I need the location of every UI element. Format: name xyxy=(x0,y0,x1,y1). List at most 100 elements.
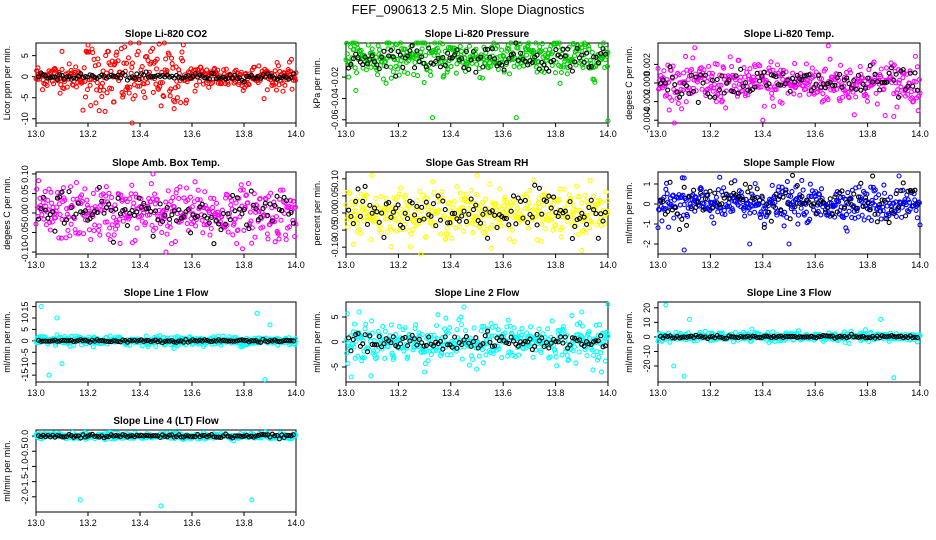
reference-point xyxy=(197,72,203,78)
data-point xyxy=(153,225,159,231)
data-point xyxy=(183,100,189,106)
reference-point xyxy=(204,215,210,221)
reference-point xyxy=(804,334,810,340)
data-point xyxy=(508,202,515,208)
reference-point xyxy=(255,339,261,345)
reference-point xyxy=(879,197,885,203)
data-point xyxy=(137,83,143,89)
reference-point xyxy=(47,338,53,344)
x-tick-label: 14.0 xyxy=(287,388,305,398)
reference-point xyxy=(260,205,266,212)
data-point xyxy=(813,69,819,75)
data-point xyxy=(422,361,429,367)
data-point xyxy=(857,63,863,70)
data-point xyxy=(238,69,244,75)
data-point xyxy=(273,204,279,210)
reference-point xyxy=(567,199,573,205)
reference-point xyxy=(886,333,892,339)
data-point xyxy=(290,217,296,223)
x-tick-label: 13.4 xyxy=(131,129,149,139)
data-point xyxy=(371,348,377,354)
reference-point xyxy=(477,220,484,226)
data-point xyxy=(86,227,92,233)
data-point xyxy=(717,93,723,100)
reference-point xyxy=(485,328,491,334)
reference-point xyxy=(593,338,599,344)
reference-point xyxy=(778,82,784,88)
reference-point xyxy=(510,51,517,57)
reference-point xyxy=(731,89,737,95)
data-point xyxy=(559,352,565,358)
reference-point xyxy=(806,72,812,78)
data-point xyxy=(240,187,246,193)
data-point xyxy=(534,237,540,243)
data-point xyxy=(482,61,488,67)
data-point xyxy=(120,197,126,203)
x-tick-label: 13.0 xyxy=(649,388,667,398)
data-point xyxy=(288,56,294,63)
reference-point xyxy=(492,343,498,349)
reference-point xyxy=(860,81,866,87)
data-point xyxy=(882,112,888,119)
reference-point xyxy=(390,334,396,340)
data-point xyxy=(223,66,229,72)
data-point xyxy=(292,204,298,210)
reference-point xyxy=(740,197,746,203)
plot-frame xyxy=(657,301,921,383)
data-point xyxy=(896,80,902,86)
data-point xyxy=(603,45,609,51)
data-point xyxy=(806,193,812,199)
reference-point xyxy=(794,72,800,78)
reference-point xyxy=(395,48,401,55)
reference-point xyxy=(733,334,739,340)
data-point xyxy=(813,189,819,195)
data-point xyxy=(670,63,676,69)
data-point xyxy=(460,228,467,234)
data-point xyxy=(533,40,539,46)
data-point xyxy=(264,68,270,74)
data-point xyxy=(489,333,495,339)
data-point xyxy=(853,94,859,100)
data-point xyxy=(382,355,388,361)
data-point xyxy=(780,212,786,218)
data-point xyxy=(487,225,494,231)
data-point xyxy=(459,322,465,328)
x-tick-label: 13.8 xyxy=(859,388,877,398)
data-point xyxy=(174,78,180,84)
data-point xyxy=(355,220,361,227)
reference-point xyxy=(435,193,441,199)
reference-point xyxy=(419,204,425,210)
reference-point xyxy=(789,75,796,81)
data-point xyxy=(722,73,728,79)
data-point xyxy=(745,92,751,98)
reference-point xyxy=(742,181,748,187)
data-point xyxy=(79,192,85,198)
reference-point xyxy=(683,83,690,89)
reference-point xyxy=(57,194,63,200)
reference-point xyxy=(230,192,236,199)
x-tick-label: 14.0 xyxy=(599,129,617,139)
reference-point xyxy=(364,349,371,355)
reference-point xyxy=(586,64,592,70)
data-point xyxy=(531,49,537,55)
data-point xyxy=(111,232,117,238)
reference-point xyxy=(884,79,890,85)
data-point xyxy=(82,186,88,192)
reference-point xyxy=(820,199,826,205)
data-point xyxy=(107,237,113,243)
data-point xyxy=(446,200,452,206)
data-point xyxy=(363,321,369,327)
reference-point xyxy=(782,333,789,339)
data-point xyxy=(154,56,160,62)
reference-point xyxy=(117,75,123,81)
data-point xyxy=(855,214,861,220)
data-point xyxy=(575,332,581,338)
data-point xyxy=(859,198,865,204)
data-point xyxy=(228,202,234,208)
data-point xyxy=(154,196,160,202)
reference-point xyxy=(574,45,580,51)
y-tick-label: 0 xyxy=(330,339,340,344)
data-point xyxy=(280,88,286,94)
reference-point xyxy=(75,200,81,206)
